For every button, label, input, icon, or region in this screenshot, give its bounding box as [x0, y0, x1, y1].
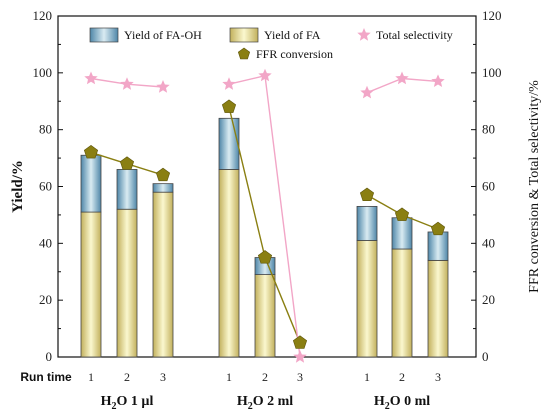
run-number-label: 2 [124, 370, 130, 384]
ffr-conversion-point [119, 156, 135, 170]
bar-yield-fa [152, 191, 174, 358]
run-number-label: 2 [262, 370, 268, 384]
bar-yield-fa-oh [427, 231, 449, 261]
ffr-conversion-point [221, 99, 237, 113]
group-label: H2O 2 ml [237, 394, 293, 412]
run-number-label: 3 [435, 370, 441, 384]
run-number-label: 3 [160, 370, 166, 384]
right-tick-label: 0 [482, 349, 489, 364]
run-number-label: 1 [364, 370, 370, 384]
total-selectivity-point [258, 68, 272, 82]
bar-yield-fa-oh [152, 183, 174, 193]
bar-yield-fa-oh [116, 169, 138, 210]
total-selectivity-point [222, 77, 236, 90]
y-axis-left-title: Yield/% [10, 160, 26, 213]
bar-yield-fa-oh [80, 154, 102, 213]
legend-swatch-fa [229, 27, 259, 43]
bar-yield-fa [356, 240, 378, 358]
bar-yield-fa [80, 211, 102, 358]
left-tick-label: 100 [33, 65, 53, 80]
left-tick-label: 80 [39, 122, 52, 137]
legend-label-conversion: FFR conversion [256, 47, 333, 61]
left-tick-label: 60 [39, 179, 52, 194]
bar-yield-fa [218, 169, 240, 358]
right-tick-label: 40 [482, 235, 495, 250]
bar-yield-fa [391, 248, 413, 358]
ffr-conversion-point [83, 145, 99, 159]
legend-swatch-fa-oh [89, 27, 119, 43]
total-selectivity-point [156, 80, 170, 93]
total-selectivity-point [431, 74, 445, 87]
right-tick-label: 80 [482, 122, 495, 137]
run-time-label: Run time [20, 370, 72, 384]
run-number-label: 1 [88, 370, 94, 384]
ffr-conversion-point [257, 250, 273, 264]
total-selectivity-point [360, 85, 374, 99]
ffr-conversion-point [430, 221, 446, 236]
bar-yield-fa-oh [218, 117, 240, 170]
run-number-label: 1 [226, 370, 232, 384]
total-selectivity-point [293, 350, 307, 363]
legend-swatch-selectivity [357, 28, 371, 41]
bar-yield-fa [427, 259, 449, 358]
total-selectivity-point [120, 77, 134, 90]
group-label: H2O 1 µl [101, 394, 154, 412]
bar-yield-fa-oh [356, 205, 378, 241]
right-tick-label: 20 [482, 292, 495, 307]
right-tick-label: 120 [482, 8, 502, 23]
left-tick-label: 120 [33, 8, 53, 23]
left-tick-label: 20 [39, 292, 52, 307]
legend: Yield of FA-OH Yield of FA Total selectivi… [89, 27, 453, 61]
ffr-conversion-point [394, 207, 410, 221]
legend-label-selectivity: Total selectivity [376, 28, 453, 42]
total-selectivity-point [395, 71, 409, 85]
right-tick-label: 60 [482, 179, 495, 194]
left-tick-label: 0 [46, 349, 53, 364]
ffr-conversion-point [359, 187, 375, 201]
bar-yield-fa-oh [391, 217, 413, 250]
ffr-conversion-point [155, 167, 171, 182]
bar-yield-fa [116, 208, 138, 358]
run-number-label: 2 [399, 370, 405, 384]
left-tick-label: 40 [39, 235, 52, 250]
legend-label-fa-oh: Yield of FA-OH [124, 28, 202, 42]
group-label: H2O 0 ml [374, 394, 430, 412]
total-selectivity-point [84, 71, 98, 85]
bar-yield-fa [254, 274, 276, 358]
ffr-conversion-point [292, 335, 308, 349]
y-axis-right-title: FFR conversion & Total selectivity/% [527, 80, 542, 293]
legend-swatch-conversion [237, 47, 251, 60]
run-number-label: 3 [297, 370, 303, 384]
right-tick-label: 100 [482, 65, 502, 80]
legend-label-fa: Yield of FA [264, 28, 321, 42]
